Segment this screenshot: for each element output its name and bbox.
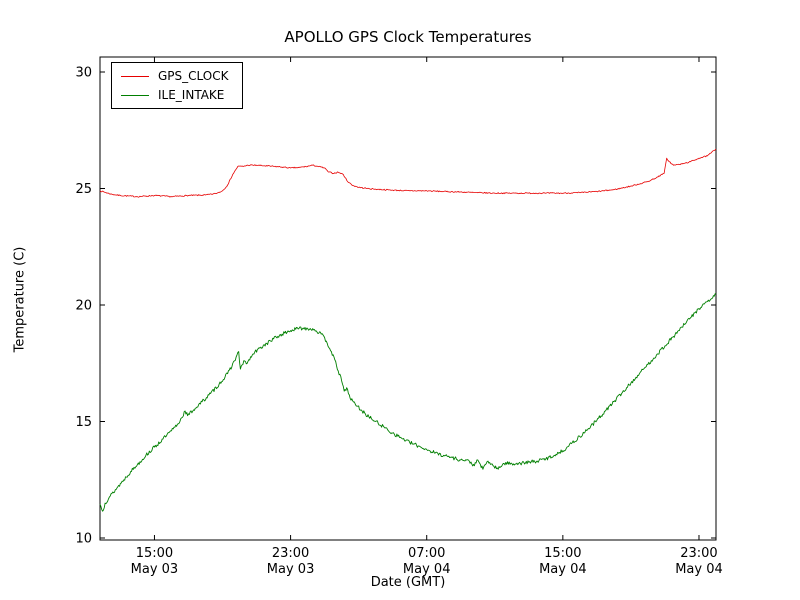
x-tick-label: 23:00 [272, 546, 309, 561]
x-tick-label: 07:00 [408, 546, 445, 561]
x-tick-label: May 04 [403, 562, 451, 577]
legend-entry-ile-intake: ILE_INTAKE [121, 88, 228, 102]
legend: GPS_CLOCK ILE_INTAKE [111, 62, 244, 109]
x-tick-label: May 03 [131, 562, 179, 577]
y-tick-label: 25 [75, 182, 92, 197]
x-axis-label: Date (GMT) [370, 575, 446, 590]
ile-intake-line-swatch [121, 94, 149, 96]
legend-entry-gps-clock: GPS_CLOCK [121, 69, 228, 83]
series-line-gps_clock [99, 148, 717, 198]
x-tick-label: 15:00 [544, 546, 581, 561]
x-tick-label: May 04 [539, 562, 587, 577]
x-tick-label: 15:00 [136, 546, 173, 561]
y-tick-label: 30 [75, 66, 92, 81]
axes-frame [99, 56, 717, 541]
legend-label-ile-intake: ILE_INTAKE [158, 88, 225, 102]
legend-label-gps-clock: GPS_CLOCK [158, 69, 229, 83]
y-tick-label: 10 [75, 532, 92, 547]
gps-clock-line-swatch [121, 75, 149, 77]
x-tick-label: May 04 [675, 562, 723, 577]
y-tick-label: 15 [75, 415, 92, 430]
y-tick-label: 20 [75, 299, 92, 314]
x-tick-label: 23:00 [680, 546, 717, 561]
chart-title: APOLLO GPS Clock Temperatures [284, 28, 532, 46]
series-line-ile_intake [99, 292, 717, 512]
x-tick-label: May 03 [267, 562, 315, 577]
